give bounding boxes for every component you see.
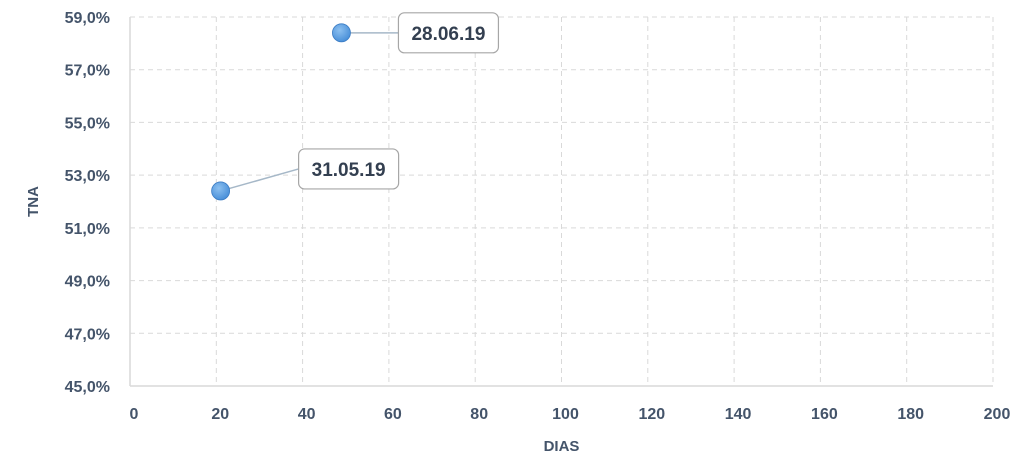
x-tick-label: 100 — [552, 406, 579, 423]
y-tick-label: 57,0% — [65, 63, 110, 80]
x-tick-label: 120 — [638, 406, 665, 423]
x-tick-labels: 0 20 40 60 80 100 120 140 160 180 200 — [130, 406, 1011, 423]
x-axis-title: DIAS — [544, 438, 580, 453]
y-tick-label: 49,0% — [65, 274, 110, 291]
data-points — [211, 23, 351, 201]
leader-lines — [220, 32, 399, 192]
x-tick-label: 200 — [984, 406, 1011, 423]
x-tick-label: 160 — [811, 406, 838, 423]
data-callouts: 31.05.19 28.06.19 — [298, 12, 500, 190]
callout-label: 28.06.19 — [411, 24, 485, 45]
y-tick-label: 53,0% — [65, 168, 110, 185]
y-tick-label: 45,0% — [65, 379, 110, 396]
data-point — [332, 23, 351, 43]
y-tick-labels: 45,0% 47,0% 49,0% 51,0% 53,0% 55,0% 57,0% 59,0% — [65, 10, 110, 396]
y-tick-label: 51,0% — [65, 221, 110, 238]
axis-layer — [129, 17, 993, 387]
x-tick-label: 180 — [897, 406, 924, 423]
data-point — [211, 181, 231, 201]
x-tick-label: 60 — [384, 406, 402, 423]
y-axis-title: TNA — [25, 186, 42, 217]
callout-box — [298, 148, 400, 190]
x-tick-label: 40 — [298, 406, 316, 423]
x-tick-label: 0 — [130, 406, 139, 423]
x-tick-label: 80 — [470, 406, 488, 423]
x-tick-label: 20 — [211, 406, 229, 423]
y-tick-label: 59,0% — [65, 10, 110, 27]
callout-box — [397, 12, 500, 54]
callout-label: 31.05.19 — [312, 160, 386, 181]
grid-layer — [130, 16, 994, 386]
y-tick-label: 55,0% — [65, 115, 110, 132]
y-tick-label: 47,0% — [65, 326, 110, 343]
callout-leader-line — [220, 168, 299, 192]
x-tick-label: 140 — [725, 406, 752, 423]
